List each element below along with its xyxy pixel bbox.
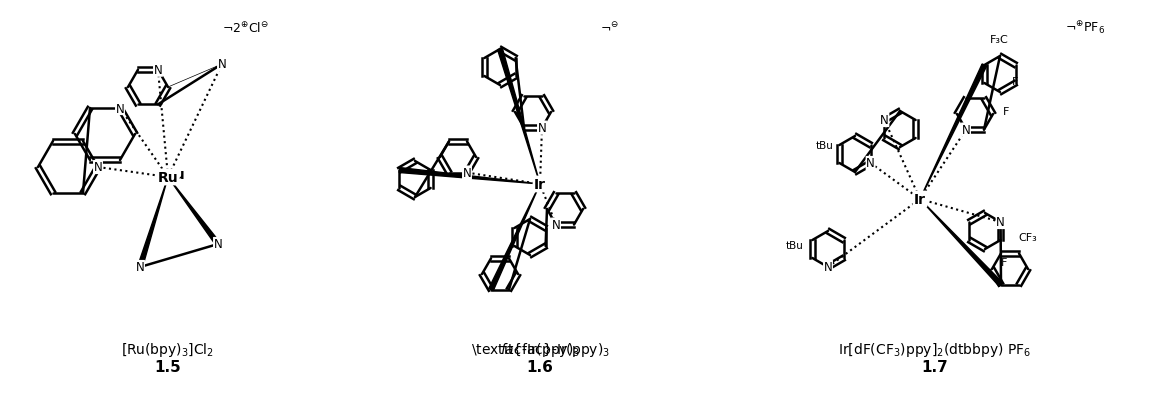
Text: N: N	[824, 261, 833, 274]
Text: N: N	[880, 114, 889, 127]
Text: 1.7: 1.7	[922, 360, 948, 375]
Text: tBu: tBu	[785, 240, 804, 250]
Polygon shape	[489, 184, 541, 291]
Text: [Ru(bpy)$_3$]Cl$_2$: [Ru(bpy)$_3$]Cl$_2$	[121, 340, 215, 358]
Text: F₃C: F₃C	[990, 35, 1008, 45]
Text: Ru: Ru	[165, 168, 185, 182]
Text: N: N	[552, 218, 560, 231]
Text: N: N	[116, 102, 125, 115]
Text: \textit{fac}-Ir(ppy)$_3$: \textit{fac}-Ir(ppy)$_3$	[470, 340, 610, 358]
Text: F: F	[1003, 107, 1009, 117]
Text: N: N	[537, 122, 546, 135]
Text: N: N	[217, 58, 226, 71]
Polygon shape	[400, 168, 541, 184]
Text: 1.5: 1.5	[155, 360, 181, 375]
Text: $\neg$2$^{\oplus}$Cl$^{\ominus}$: $\neg$2$^{\oplus}$Cl$^{\ominus}$	[222, 20, 269, 36]
Text: N: N	[962, 124, 970, 137]
Polygon shape	[921, 200, 1003, 287]
Text: N: N	[463, 167, 471, 180]
Text: $\neg$$^{\oplus}$PF$_6$: $\neg$$^{\oplus}$PF$_6$	[1065, 19, 1105, 36]
Text: Ir: Ir	[914, 193, 926, 207]
Text: F: F	[1012, 77, 1019, 87]
Text: Ir: Ir	[534, 178, 546, 191]
Text: N: N	[214, 238, 223, 251]
Text: tBu: tBu	[815, 141, 834, 151]
Polygon shape	[498, 49, 541, 184]
Text: N: N	[997, 216, 1005, 229]
Text: F: F	[1001, 258, 1007, 268]
Text: N: N	[154, 64, 163, 77]
Text: $\it{fac}$-Ir(ppy)$_3$: $\it{fac}$-Ir(ppy)$_3$	[500, 340, 580, 358]
Text: Ru: Ru	[158, 171, 178, 184]
Text: Ir[dF(CF$_3$)ppy]$_2$(dtbbpy) PF$_6$: Ir[dF(CF$_3$)ppy]$_2$(dtbbpy) PF$_6$	[839, 340, 1031, 358]
Text: N: N	[135, 261, 144, 274]
Polygon shape	[921, 65, 986, 200]
Text: $\neg$$^{\ominus}$: $\neg$$^{\ominus}$	[599, 21, 619, 34]
Text: N: N	[866, 157, 875, 170]
Polygon shape	[137, 178, 167, 268]
Text: CF₃: CF₃	[1019, 232, 1037, 243]
Polygon shape	[167, 178, 219, 246]
Text: 1.6: 1.6	[527, 360, 553, 375]
Text: N: N	[94, 161, 103, 174]
